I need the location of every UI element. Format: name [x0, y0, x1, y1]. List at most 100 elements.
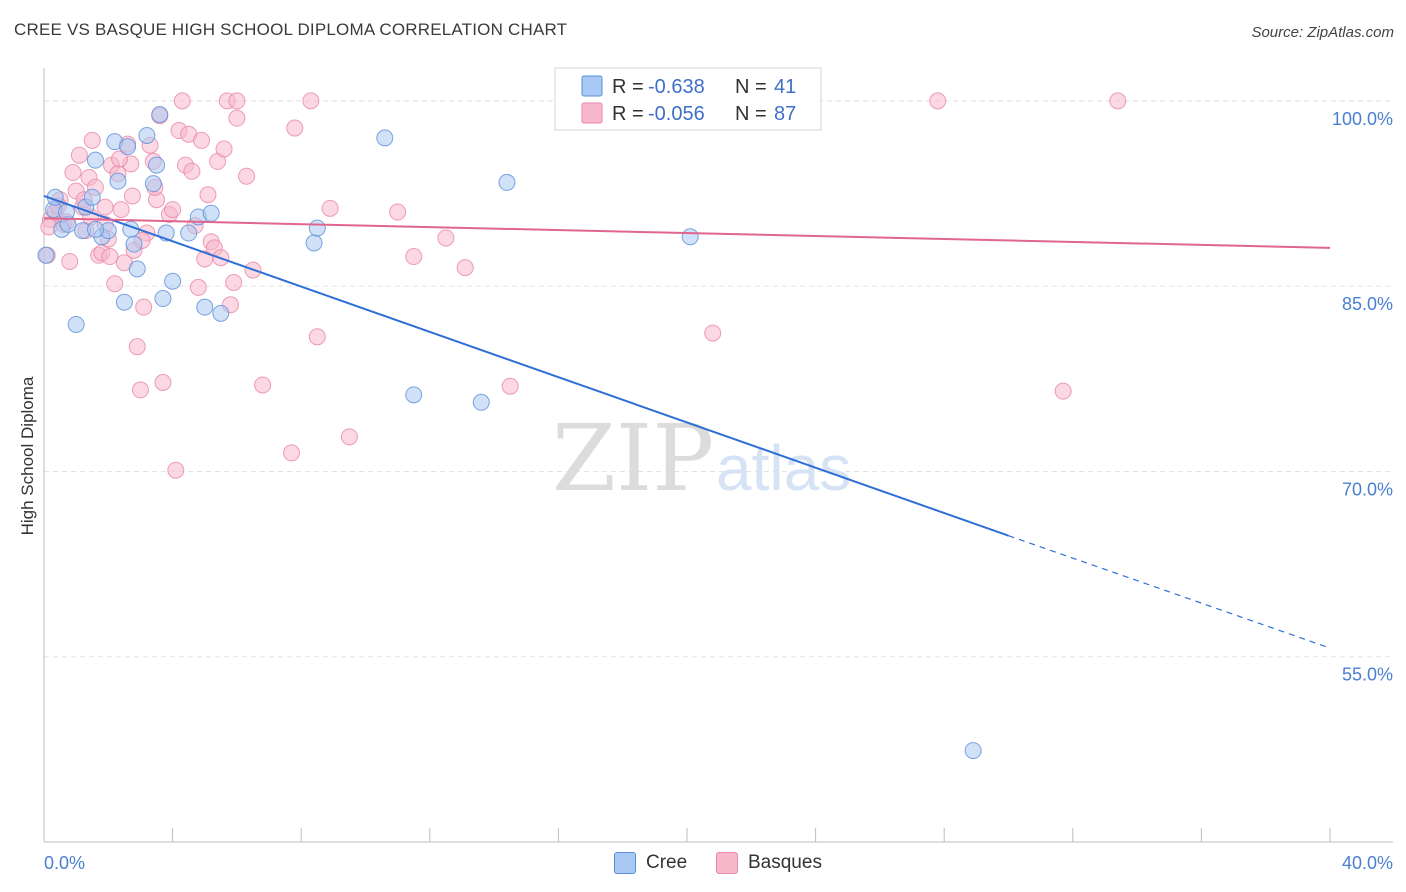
cree-point-37 — [681, 228, 699, 246]
y-tick-label-1: 85.0% — [1342, 294, 1393, 314]
cree-point-0 — [37, 246, 55, 264]
legend-label-cree: Cree — [646, 852, 688, 873]
basque-point-62 — [286, 119, 304, 137]
legend-swatch-cree-bottom — [614, 852, 636, 874]
cree-point-25 — [164, 272, 182, 290]
basque-point-6 — [64, 164, 82, 182]
cree-point-18 — [128, 260, 146, 278]
cree-point-7 — [83, 188, 101, 206]
cree-point-29 — [202, 204, 220, 222]
basque-point-73 — [929, 92, 947, 110]
legend-n-value-basques: 87 — [774, 103, 796, 125]
x-tick-labels: 0.0% 40.0% — [44, 853, 1393, 873]
basque-point-37 — [167, 461, 185, 479]
stats-legend: R = -0.638 N = 41 R = -0.056 N = 87 — [554, 67, 822, 131]
basque-point-68 — [405, 248, 423, 266]
basque-point-83 — [111, 150, 129, 168]
cree-point-40 — [86, 220, 104, 238]
y-tick-label-2: 70.0% — [1342, 479, 1393, 499]
y-tick-label-3: 55.0% — [1342, 665, 1393, 685]
basque-point-61 — [283, 444, 301, 462]
legend-r-value-basques: -0.056 — [648, 103, 705, 125]
cree-point-19 — [138, 126, 156, 144]
x-tick-label-right: 40.0% — [1342, 853, 1393, 873]
y-tick-label-0: 100.0% — [1332, 109, 1393, 129]
x-tick-label-left: 0.0% — [44, 853, 85, 873]
basque-point-57 — [228, 109, 246, 127]
basque-point-66 — [340, 428, 358, 446]
basque-point-70 — [456, 259, 474, 277]
legend-label-basques: Basques — [748, 852, 822, 873]
cree-point-28 — [196, 298, 214, 316]
basque-point-44 — [189, 278, 207, 296]
legend-r-label-cree: R = — [612, 76, 644, 98]
basque-point-8 — [70, 146, 88, 164]
basque-point-63 — [302, 92, 320, 110]
cree-point-22 — [151, 105, 169, 123]
basque-point-82 — [101, 248, 119, 266]
basque-point-19 — [106, 275, 124, 293]
basque-point-67 — [389, 203, 407, 221]
watermark-zip: ZIP — [552, 405, 714, 512]
basque-point-52 — [215, 140, 233, 158]
cree-point-21 — [148, 156, 166, 174]
legend-r-value-cree: -0.638 — [648, 76, 705, 98]
basque-point-71 — [501, 377, 519, 395]
cree-point-30 — [212, 304, 230, 322]
legend-swatch-basques — [581, 102, 603, 124]
basque-point-28 — [135, 298, 153, 316]
cree-point-20 — [144, 175, 162, 193]
basque-point-42 — [183, 162, 201, 180]
cree-point-9 — [86, 151, 104, 169]
cree-point-33 — [376, 129, 394, 147]
basque-trend-line — [43, 217, 1331, 249]
cree-point-38 — [964, 742, 982, 760]
cree-point-31 — [305, 234, 323, 252]
basque-point-75 — [1109, 92, 1127, 110]
basque-point-39 — [173, 92, 191, 110]
basque-point-72 — [704, 324, 722, 342]
basque-point-55 — [225, 273, 243, 291]
basque-point-12 — [83, 131, 101, 149]
cree-point-5 — [67, 315, 85, 333]
basque-point-69 — [437, 229, 455, 247]
cree-point-23 — [154, 290, 172, 308]
basque-point-64 — [308, 328, 326, 346]
cree-point-14 — [115, 293, 133, 311]
chart-source: Source: ZipAtlas.com — [1251, 24, 1394, 41]
cree-point-35 — [472, 393, 490, 411]
cree-point-36 — [498, 173, 516, 191]
basque-point-21 — [112, 201, 130, 219]
data-points — [37, 92, 1127, 760]
basque-point-26 — [128, 338, 146, 356]
cree-point-26 — [180, 224, 198, 242]
trend-lines — [43, 195, 1331, 649]
legend-n-label-basques: N = — [735, 103, 767, 125]
basque-point-58 — [238, 167, 256, 185]
cree-point-34 — [405, 386, 423, 404]
legend-swatch-cree — [581, 75, 603, 97]
basque-point-60 — [254, 376, 272, 394]
basque-point-56 — [228, 92, 246, 110]
basque-point-81 — [96, 198, 114, 216]
basque-point-27 — [131, 381, 149, 399]
chart-title: CREE VS BASQUE HIGH SCHOOL DIPLOMA CORRE… — [14, 20, 568, 39]
basque-point-47 — [199, 186, 217, 204]
legend-item-cree: Cree — [614, 852, 687, 874]
cree-point-15 — [119, 138, 137, 156]
basque-point-34 — [154, 374, 172, 392]
legend-swatch-basques-bottom — [716, 852, 738, 874]
cree-trend-line — [43, 195, 1009, 537]
legend-item-basques: Basques — [716, 852, 822, 874]
basque-point-74 — [1054, 382, 1072, 400]
series-legend: Cree Basques — [0, 852, 1406, 878]
cree-point-13 — [109, 172, 127, 190]
legend-n-value-cree: 41 — [774, 76, 796, 98]
cree-trend-line-extension — [1008, 535, 1331, 649]
legend-n-label-cree: N = — [735, 76, 767, 98]
basque-point-45 — [193, 131, 211, 149]
cree-point-32 — [308, 219, 326, 237]
cree-point-17 — [125, 235, 143, 253]
legend-r-label-basques: R = — [612, 103, 644, 125]
